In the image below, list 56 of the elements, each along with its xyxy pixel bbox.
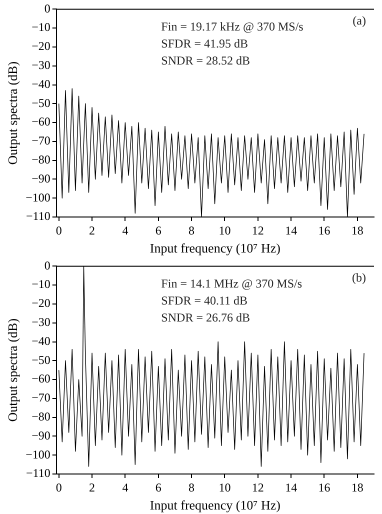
x-tick-label: 12 <box>252 223 264 238</box>
x-tick-label: 8 <box>188 480 195 494</box>
y-tick-label: −80 <box>32 409 50 424</box>
y-tick-label: −110 <box>26 209 50 224</box>
annotation: SFDR = 40.11 dB <box>161 293 248 308</box>
y-tick-label: −110 <box>26 466 50 480</box>
x-tick-label: 8 <box>188 223 195 238</box>
x-tick-label: 2 <box>89 223 96 238</box>
x-tick-label: 14 <box>285 223 298 238</box>
annotation: Fin = 19.17 kHz @ 370 MS/s <box>161 19 304 34</box>
x-tick-label: 4 <box>122 480 128 494</box>
annotation: Fin = 14.1 MHz @ 370 MS/s <box>161 276 302 290</box>
x-tick-label: 14 <box>285 480 298 494</box>
y-tick-label: −40 <box>32 76 50 91</box>
annotation: SFDR = 41.95 dB <box>161 36 248 50</box>
y-tick-label: −10 <box>32 20 50 34</box>
x-tick-label: 16 <box>318 480 330 494</box>
x-tick-label: 6 <box>155 480 162 494</box>
x-axis-title: Input frequency (10⁷ Hz) <box>150 240 280 256</box>
y-tick-label: −50 <box>32 352 50 367</box>
y-axis-title: Output spectra (dB) <box>5 61 20 165</box>
x-tick-label: 12 <box>252 480 264 494</box>
x-tick-label: 2 <box>89 480 96 494</box>
x-tick-label: 18 <box>351 223 364 238</box>
y-tick-label: −30 <box>32 58 50 72</box>
y-tick-label: −70 <box>32 390 50 405</box>
x-axis-title: Input frequency (10⁷ Hz) <box>150 498 280 513</box>
y-tick-label: −100 <box>26 190 50 204</box>
y-tick-label: −10 <box>32 277 50 292</box>
y-tick-label: −100 <box>26 447 50 462</box>
y-tick-label: −20 <box>32 39 50 54</box>
y-tick-label: −70 <box>32 134 50 148</box>
y-tick-label: −90 <box>32 428 50 442</box>
y-tick-label: −60 <box>32 114 50 129</box>
annotation: (a) <box>352 13 366 28</box>
x-tick-label: 10 <box>218 223 231 238</box>
x-tick-label: 0 <box>56 223 62 238</box>
y-tick-label: 0 <box>44 258 50 272</box>
x-tick-label: 4 <box>122 223 128 238</box>
x-tick-label: 18 <box>351 480 364 494</box>
x-tick-label: 6 <box>155 223 162 238</box>
y-tick-label: −50 <box>32 96 50 110</box>
annotation: (b) <box>352 270 366 284</box>
y-tick-label: −90 <box>32 171 50 186</box>
x-tick-label: 0 <box>56 480 62 494</box>
x-tick-label: 16 <box>318 223 330 238</box>
y-tick-label: −60 <box>32 372 50 386</box>
y-tick-label: −20 <box>32 296 50 310</box>
y-tick-label: −30 <box>32 315 50 330</box>
y-axis-title: Output spectra (dB) <box>5 318 20 422</box>
y-tick-label: −80 <box>32 152 50 166</box>
annotation: SNDR = 28.52 dB <box>161 53 250 68</box>
y-tick-label: 0 <box>44 1 50 16</box>
y-tick-label: −40 <box>32 334 50 348</box>
x-tick-label: 10 <box>218 480 231 494</box>
annotation: SNDR = 26.76 dB <box>161 310 250 324</box>
